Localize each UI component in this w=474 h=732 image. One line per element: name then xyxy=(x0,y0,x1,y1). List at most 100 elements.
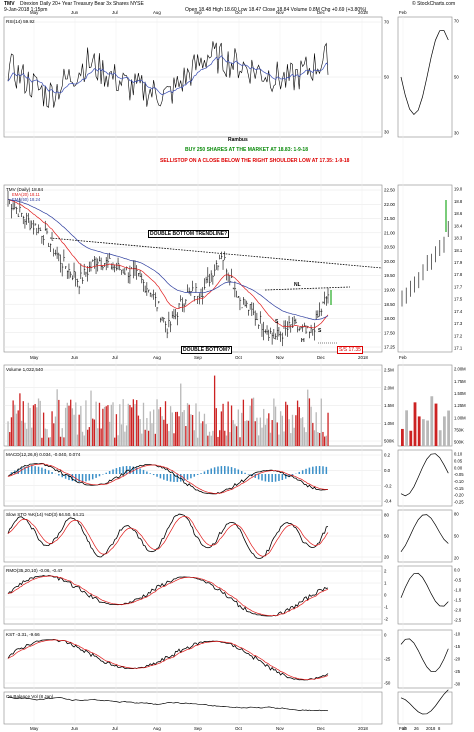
volume-bar xyxy=(105,406,107,446)
volume-bar xyxy=(53,423,55,446)
tick-label: 18.50 xyxy=(384,302,396,307)
volume-bar xyxy=(263,408,265,446)
macd-histogram-bar xyxy=(179,474,182,482)
macd-histogram-bar xyxy=(139,468,141,474)
watermark-label: © StockCharts.com xyxy=(412,1,456,7)
macd-histogram-bar xyxy=(156,474,158,477)
macd-histogram-bar xyxy=(91,474,94,480)
inset-frame-sto xyxy=(397,509,453,563)
volume-bar xyxy=(213,375,216,446)
macd-histogram-bar xyxy=(173,474,175,482)
tick-label: 30 xyxy=(384,130,389,135)
panel-label-volume: Volume 1,022,540 xyxy=(6,367,43,372)
volume-bar xyxy=(259,417,261,446)
grid-lines xyxy=(4,17,404,724)
volume-bar xyxy=(98,402,101,446)
macd-histogram-bar xyxy=(112,469,114,474)
volume-bar xyxy=(61,428,63,446)
double-bottom-trendline xyxy=(49,237,383,269)
inset-tick-label: 0.05 xyxy=(454,458,463,463)
inset-tick-label: 0.00 xyxy=(454,465,463,470)
month-label-top: Dec xyxy=(317,10,326,15)
inset-tick-label: 30 xyxy=(454,131,459,136)
month-label-mid: Oct xyxy=(235,355,243,360)
inset-frame-macd xyxy=(397,449,453,507)
macd-histogram-bar xyxy=(247,474,250,475)
tick-label: 1.0M xyxy=(384,421,394,426)
macd-histogram-bar xyxy=(325,466,328,474)
volume-bar xyxy=(298,407,300,446)
volume-bar xyxy=(269,432,272,446)
volume-bar xyxy=(26,428,28,446)
inset-frame-price xyxy=(397,184,453,353)
inset-tick-label: 17.4 xyxy=(454,309,463,314)
month-label-mid: Aug xyxy=(153,355,161,360)
volume-bar xyxy=(225,435,228,446)
inset-volume-bar xyxy=(434,403,438,446)
tick-label: -50 xyxy=(384,681,391,686)
macd-histogram-bar xyxy=(71,474,74,482)
macd-histogram-bar xyxy=(75,474,77,482)
volume-bar xyxy=(41,437,43,446)
volume-bar xyxy=(222,403,224,446)
macd-histogram-bar xyxy=(224,466,226,474)
volume-bar xyxy=(27,402,30,446)
volume-bar xyxy=(149,411,151,446)
macd-histogram-bar xyxy=(183,474,185,481)
volume-bar xyxy=(156,399,158,446)
volume-bar xyxy=(227,401,229,446)
volume-bar xyxy=(136,400,138,446)
volume-bar xyxy=(173,433,175,446)
trendline-label: DOUBLE BOTTOM TRENDLINE? xyxy=(148,230,230,238)
month-label-bottom: Feb xyxy=(399,726,407,731)
volume-bar xyxy=(22,401,24,446)
price-legend: TMV (Daily) 18.84 xyxy=(6,187,43,192)
inset-oscillator-line xyxy=(400,638,449,673)
inset-oscillator-line xyxy=(400,514,449,552)
month-label-top: Nov xyxy=(276,10,285,15)
inset-month-label: 18 xyxy=(402,726,407,731)
macd-histogram-bar xyxy=(159,474,162,479)
macd-histogram-bar xyxy=(210,468,212,474)
macd-histogram-bar xyxy=(217,466,219,474)
tick-label: 2.0M xyxy=(384,385,394,390)
volume-bar xyxy=(108,421,111,446)
inset-tick-label: -10 xyxy=(454,632,461,637)
inset-tick-label: 1.00M xyxy=(454,415,466,420)
volume-bar xyxy=(325,435,328,446)
macd-histogram-bar xyxy=(244,472,246,474)
volume-bar xyxy=(154,433,157,446)
panel-label-rsi: RSI(14) 59.92 xyxy=(6,19,35,24)
macd-histogram-bar xyxy=(213,467,216,474)
volume-bar xyxy=(153,409,155,446)
obv-line xyxy=(7,696,329,712)
volume-bar xyxy=(100,428,102,446)
volume-bar xyxy=(276,422,278,446)
volume-bar xyxy=(288,419,290,446)
macd-histogram-bar xyxy=(166,474,168,481)
inset-tick-label: 18.4 xyxy=(454,223,463,228)
volume-bar xyxy=(80,405,82,446)
macd-histogram-bar xyxy=(274,474,277,482)
month-label-top: Jun xyxy=(71,10,79,15)
volume-bar xyxy=(112,402,114,446)
month-label-mid: 2018 xyxy=(358,355,368,360)
panel-frame-obv xyxy=(3,691,383,725)
macd-histogram-bar xyxy=(78,474,80,482)
tick-label: 19.00 xyxy=(384,288,396,293)
volume-bar xyxy=(274,406,277,446)
month-label-mid: Sep xyxy=(194,355,202,360)
month-label-mid: Nov xyxy=(276,355,285,360)
macd-histogram-bar xyxy=(88,474,91,481)
volume-bar xyxy=(24,422,26,446)
inset-frame-rsi xyxy=(397,16,453,138)
panel-label-macd: MACD(12,26,9) 0.034, -0.040, 0.074 xyxy=(6,452,81,457)
inset-tick-label: -0.20 xyxy=(454,493,464,498)
tick-label: 50 xyxy=(384,75,389,80)
volume-bar xyxy=(141,433,143,446)
head-label: H xyxy=(301,338,305,344)
volume-bar xyxy=(312,422,314,446)
volume-bar xyxy=(29,407,31,446)
volume-bar xyxy=(281,415,283,446)
